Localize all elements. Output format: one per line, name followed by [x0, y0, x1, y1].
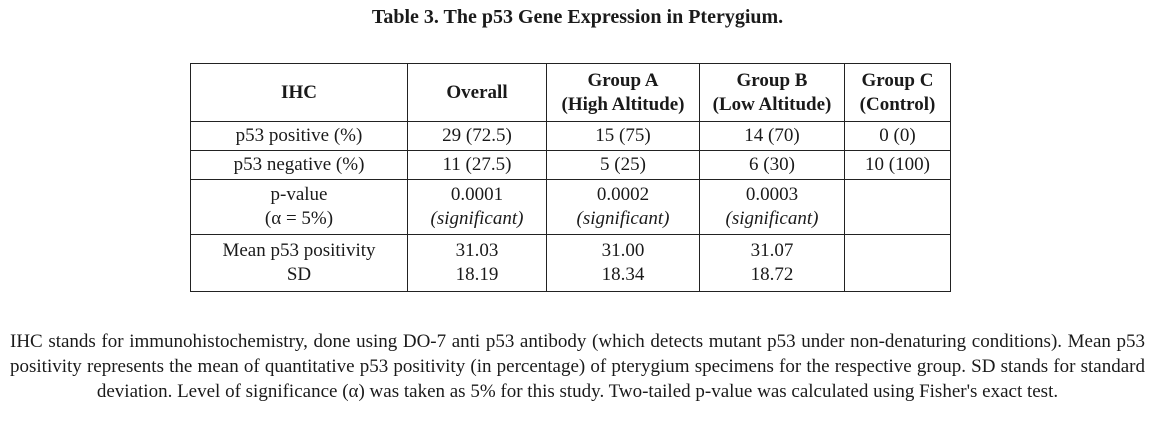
row-label-pvalue: p-value (α = 5%) [190, 179, 408, 235]
mean-b: 31.07 [750, 240, 794, 261]
significance-overall: (significant) [430, 208, 524, 229]
p53-expression-table: IHC Overall Group A (High Altitude) Grou… [190, 63, 951, 292]
alpha-label: (α = 5%) [264, 208, 334, 229]
cell-positive-b: 14 (70) [699, 121, 845, 151]
row-label-mean: Mean p53 positivity SD [190, 234, 408, 292]
header-group-b-name: Group B [736, 69, 808, 91]
cell-mean-b: 31.07 18.72 [699, 234, 845, 292]
sd-overall: 18.19 [455, 264, 499, 285]
table-header-row: IHC Overall Group A (High Altitude) Grou… [190, 63, 951, 122]
pvalue-a: 0.0002 [596, 184, 650, 205]
cell-mean-c [844, 234, 951, 292]
header-ihc: IHC [190, 63, 408, 122]
cell-pvalue-b: 0.0003 (significant) [699, 179, 845, 235]
table-row: p53 positive (%) 29 (72.5) 15 (75) 14 (7… [190, 121, 951, 151]
cell-positive-overall: 29 (72.5) [407, 121, 547, 151]
mean-label: Mean p53 positivity [222, 240, 376, 261]
cell-mean-overall: 31.03 18.19 [407, 234, 547, 292]
cell-pvalue-c [844, 179, 951, 235]
sd-a: 18.34 [601, 264, 645, 285]
row-label-negative: p53 negative (%) [190, 150, 408, 180]
significance-b: (significant) [725, 208, 819, 229]
header-overall: Overall [407, 63, 547, 122]
cell-mean-a: 31.00 18.34 [546, 234, 700, 292]
cell-pvalue-a: 0.0002 (significant) [546, 179, 700, 235]
table-row: p53 negative (%) 11 (27.5) 5 (25) 6 (30)… [190, 150, 951, 180]
header-group-c: Group C (Control) [844, 63, 951, 122]
header-group-c-name: Group C [861, 69, 934, 91]
significance-a: (significant) [576, 208, 670, 229]
mean-overall: 31.03 [455, 240, 499, 261]
cell-negative-c: 10 (100) [844, 150, 951, 180]
header-group-b: Group B (Low Altitude) [699, 63, 845, 122]
sd-label: SD [286, 264, 312, 285]
pvalue-label: p-value [270, 184, 328, 205]
header-group-a: Group A (High Altitude) [546, 63, 700, 122]
header-group-c-desc: (Control) [859, 93, 936, 115]
sd-b: 18.72 [750, 264, 794, 285]
header-group-a-desc: (High Altitude) [561, 93, 685, 115]
table-row: p-value (α = 5%) 0.0001 (significant) 0.… [190, 179, 951, 235]
header-group-a-name: Group A [587, 69, 659, 91]
table-row: Mean p53 positivity SD 31.03 18.19 31.00… [190, 234, 951, 292]
cell-negative-overall: 11 (27.5) [407, 150, 547, 180]
cell-positive-a: 15 (75) [546, 121, 700, 151]
table-title: Table 3. The p53 Gene Expression in Pter… [371, 6, 784, 28]
mean-a: 31.00 [601, 240, 645, 261]
cell-pvalue-overall: 0.0001 (significant) [407, 179, 547, 235]
header-group-b-desc: (Low Altitude) [712, 93, 832, 115]
cell-positive-c: 0 (0) [844, 121, 951, 151]
row-label-positive: p53 positive (%) [190, 121, 408, 151]
pvalue-b: 0.0003 [745, 184, 799, 205]
table-footnote: IHC stands for immunohistochemistry, don… [10, 331, 1145, 402]
cell-negative-a: 5 (25) [546, 150, 700, 180]
pvalue-overall: 0.0001 [450, 184, 504, 205]
cell-negative-b: 6 (30) [699, 150, 845, 180]
